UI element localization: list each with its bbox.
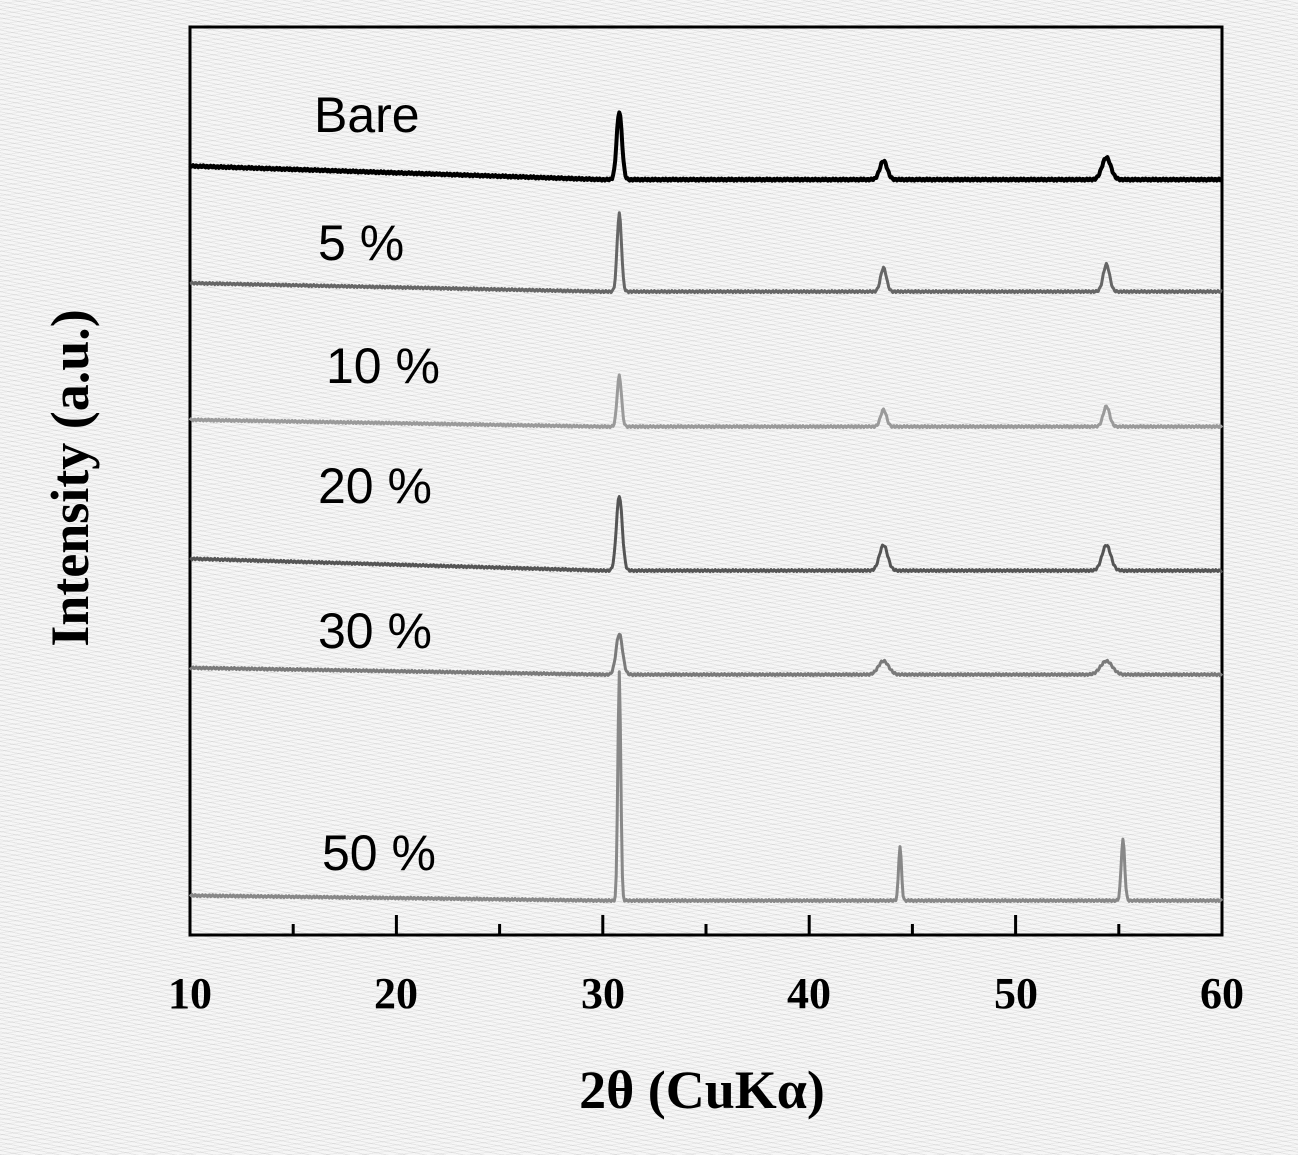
series-label-20: 20 %: [318, 458, 432, 514]
x-tick-label: 20: [374, 969, 418, 1018]
x-tick-label: 40: [787, 969, 831, 1018]
series-label-30: 30 %: [318, 603, 432, 659]
x-tick-label: 60: [1200, 969, 1244, 1018]
x-tick-label: 10: [168, 969, 212, 1018]
series-label-5: 5 %: [318, 215, 404, 271]
x-tick-label: 50: [994, 969, 1038, 1018]
x-axis-title: 2θ (CuKα): [579, 1060, 825, 1120]
x-axis-ticks: [190, 915, 1222, 935]
series-label-50: 50 %: [322, 825, 436, 881]
xrd-chart: 10 20 30 40 50 60 2θ (CuKα) Intensity (a…: [0, 0, 1298, 1155]
y-axis-title: Intensity (a.u.): [40, 309, 100, 647]
series-label-bare: Bare: [314, 87, 420, 143]
series-label-10: 10 %: [326, 338, 440, 394]
x-tick-label: 30: [581, 969, 625, 1018]
